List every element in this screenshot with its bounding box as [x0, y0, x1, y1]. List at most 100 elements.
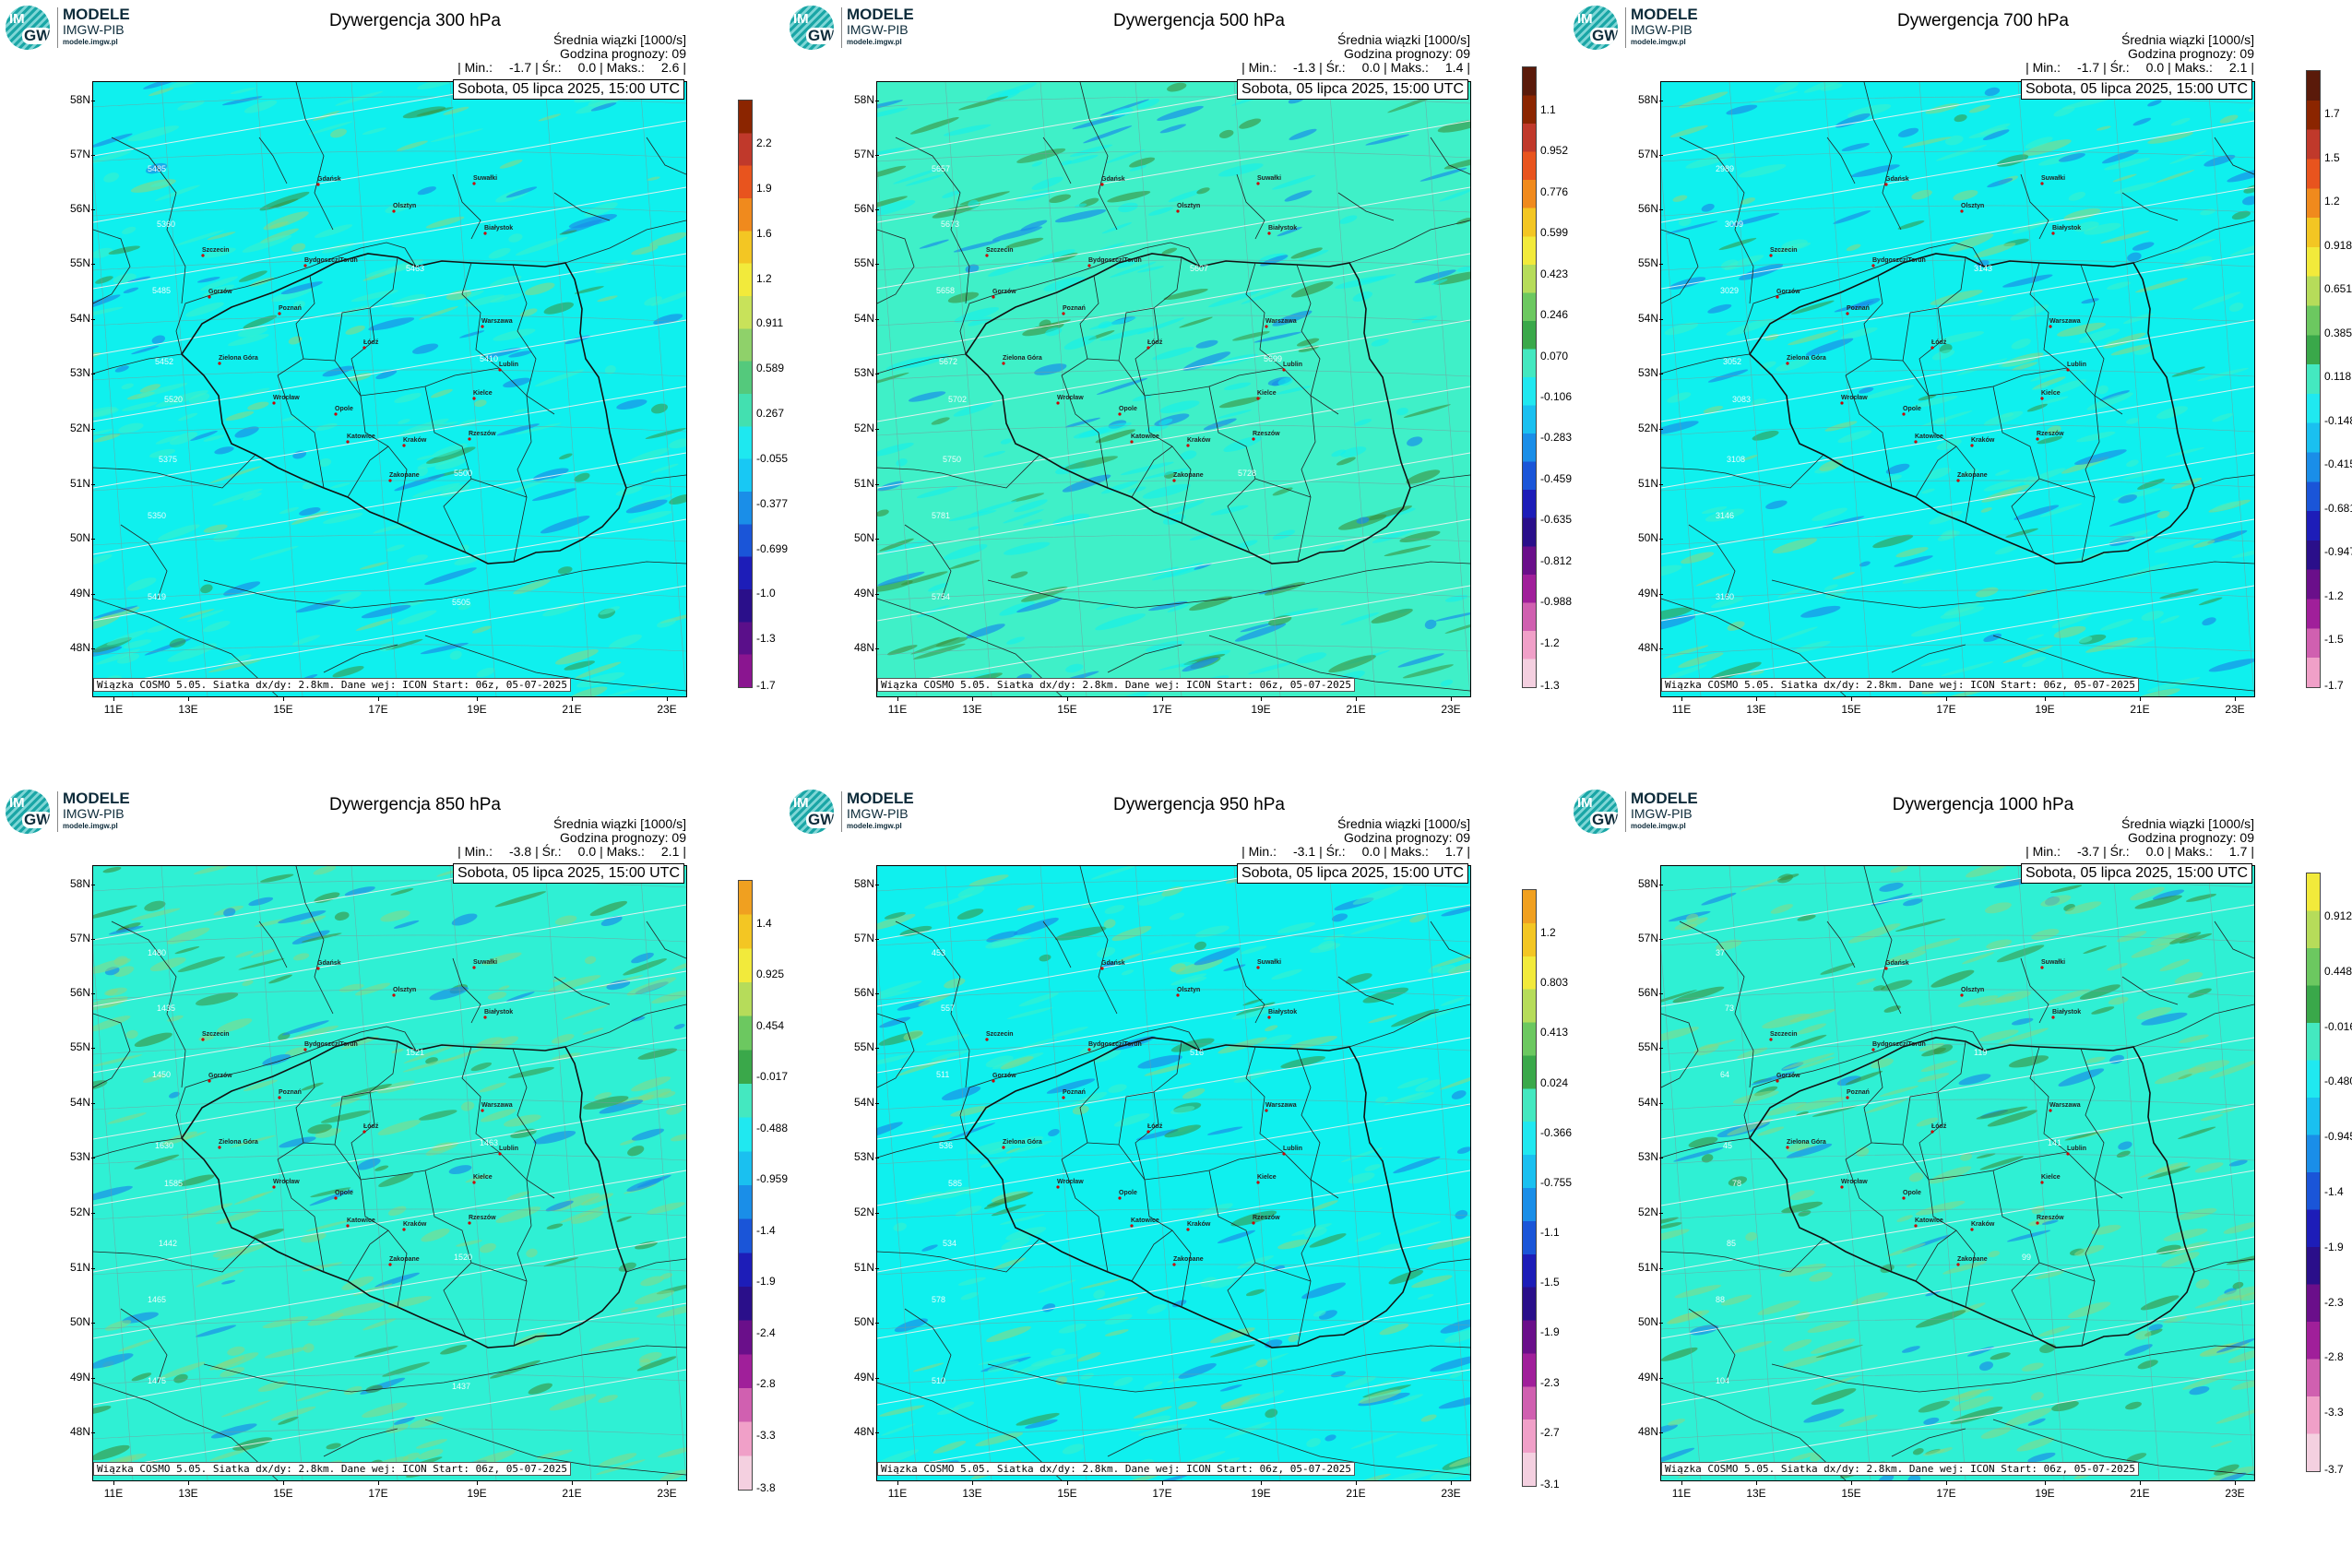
logo-mark-top: IM: [793, 11, 809, 27]
contour-label: 141: [2048, 1138, 2062, 1147]
city-label: Olsztyn: [1177, 203, 1201, 209]
city-label: Poznań: [1063, 305, 1086, 312]
latitude-tick-label: 49N: [1625, 587, 1663, 600]
logo-name: MODELE: [1631, 790, 1698, 807]
colorbar-tick-label: -0.480: [2324, 1075, 2352, 1088]
model-info-footer: Wiązka COSMO 5.05. Siatka dx/dy: 2.8km. …: [93, 678, 571, 692]
city-label: Kraków: [1971, 437, 1995, 444]
panel-title: Dywergencja 950 hPa: [1113, 795, 1285, 814]
logo-url: modele.imgw.pl: [847, 822, 902, 830]
colorbar-tick-label: -1.5: [1540, 1276, 1560, 1289]
longitude-tick-label: 23E: [2221, 697, 2249, 716]
colorbar-tick-label: 1.6: [756, 226, 772, 240]
map-area[interactable]: [92, 81, 687, 697]
city-label: Szczecin: [986, 1031, 1014, 1038]
city-label: Lublin: [2067, 362, 2086, 368]
voivodeship-borders: [1845, 256, 2123, 563]
latitude-tick-label: 51N: [57, 477, 95, 490]
longitude-tick-label: 21E: [1342, 1481, 1370, 1500]
valid-date-box: Sobota, 05 lipca 2025, 15:00 UTC: [452, 863, 684, 884]
header-mean-label: Średnia wiązki [1000/s]: [2121, 816, 2254, 831]
city-label: Kielce: [2041, 390, 2061, 397]
longitude-tick-label: 23E: [1437, 1481, 1465, 1500]
colorbar-tick-label: -0.488: [756, 1121, 789, 1134]
valid-date-box: Sobota, 05 lipca 2025, 15:00 UTC: [1236, 79, 1468, 100]
contour-label: 5781: [932, 511, 951, 520]
stat-max-label: | Maks.:: [2168, 844, 2213, 859]
latitude-tick-label: 49N: [841, 587, 879, 600]
header-forecast-hour: Godzina prognozy: 09: [1344, 830, 1470, 845]
colorbar-tick-label: -0.283: [1540, 431, 1573, 445]
stat-mean-label: | Śr.:: [2103, 844, 2130, 859]
longitude-tick-label: 11E: [884, 697, 911, 716]
logo-mark-bottom: GW: [22, 812, 50, 828]
colorbar-tick-label: -2.4: [756, 1325, 776, 1339]
latitude-tick-label: 50N: [57, 1315, 95, 1328]
contour-label: 1437: [452, 1382, 471, 1391]
city-label: Lublin: [1283, 362, 1302, 368]
colorbar-tick-label: 0.803: [1540, 976, 1569, 990]
latitude-tick-label: 55N: [1625, 256, 1663, 269]
map-area[interactable]: [876, 865, 1471, 1481]
contour-label: 104: [1716, 1376, 1730, 1385]
city-label: Zakopane: [1957, 472, 1988, 479]
city-label: Rzeszów: [1253, 431, 1280, 437]
city-label: Suwałki: [1257, 959, 1282, 966]
city-label: Szczecin: [1770, 247, 1798, 254]
city-label: Wrocław: [273, 1179, 300, 1185]
stat-max-label: | Maks.:: [2168, 60, 2213, 75]
latitude-tick-label: 52N: [1625, 1206, 1663, 1218]
header-forecast-hour: Godzina prognozy: 09: [560, 830, 686, 845]
latitude-tick-label: 53N: [1625, 1150, 1663, 1163]
stat-max-label: | Maks.:: [1384, 844, 1429, 859]
colorbar: [738, 880, 753, 1491]
logo-divider: [57, 7, 58, 48]
forecast-panel: IM GW MODELE IMGW-PIB modele.imgw.pl Dywergen…: [0, 0, 788, 784]
longitude-tick-label: 15E: [269, 697, 297, 716]
city-label: Bydgoszcz/Toruń: [304, 1041, 358, 1048]
colorbar-tick-label: -1.4: [2324, 1185, 2344, 1198]
colorbar-tick-label: 0.118: [2324, 370, 2352, 384]
contour-label: 5658: [936, 286, 956, 295]
colorbar: [2306, 873, 2321, 1472]
city-label: Łódź: [1147, 1123, 1163, 1130]
contour-label: 99: [2022, 1253, 2032, 1262]
city-label: Rzeszów: [1253, 1215, 1280, 1221]
imgw-logo: IM GW MODELE IMGW-PIB modele.imgw.pl: [790, 790, 937, 834]
longitude-tick-label: 19E: [1247, 697, 1275, 716]
stat-mean-label: | Śr.:: [535, 60, 562, 75]
forecast-panel: IM GW MODELE IMGW-PIB modele.imgw.pl Dywergen…: [0, 784, 788, 1568]
divergence-field: [93, 866, 686, 1480]
colorbar-tick-label: -1.9: [756, 1275, 776, 1289]
colorbar-tick-label: -1.3: [756, 632, 776, 646]
map-area[interactable]: [1660, 865, 2255, 1481]
latitude-tick-label: 57N: [841, 148, 879, 160]
map-area[interactable]: [1660, 81, 2255, 697]
valid-date-box: Sobota, 05 lipca 2025, 15:00 UTC: [2020, 79, 2252, 100]
poland-border: [1748, 1037, 2195, 1348]
latitude-tick-label: 52N: [841, 1206, 879, 1218]
latitude-tick-label: 58N: [1625, 877, 1663, 890]
city-label: Zakopane: [1173, 1256, 1204, 1263]
contour-label: 5463: [406, 264, 425, 273]
latitude-tick-label: 54N: [1625, 1096, 1663, 1109]
forecast-panel: IM GW MODELE IMGW-PIB modele.imgw.pl Dywergen…: [784, 784, 1572, 1568]
contour-label: 5485: [148, 164, 167, 173]
latitude-tick-label: 51N: [1625, 1261, 1663, 1274]
longitude-tick-label: 21E: [558, 1481, 586, 1500]
map-area[interactable]: [92, 865, 687, 1481]
colorbar-tick-label: -0.106: [1540, 390, 1573, 403]
latitude-tick-label: 50N: [1625, 1315, 1663, 1328]
latitude-tick-label: 48N: [57, 641, 95, 654]
contour-label: 1521: [406, 1048, 425, 1057]
map-area[interactable]: [876, 81, 1471, 697]
latitude-tick-label: 57N: [1625, 148, 1663, 160]
city-label: Wrocław: [1057, 1179, 1084, 1185]
city-label: Szczecin: [1770, 1031, 1798, 1038]
contour-label: 3108: [1727, 455, 1746, 464]
longitude-tick-label: 21E: [1342, 697, 1370, 716]
stat-min-value: -3.7: [2076, 844, 2100, 859]
city-label: Zielona Góra: [219, 1139, 258, 1146]
contour-label: 5452: [155, 357, 174, 366]
logo-org: IMGW-PIB: [1631, 22, 1693, 37]
